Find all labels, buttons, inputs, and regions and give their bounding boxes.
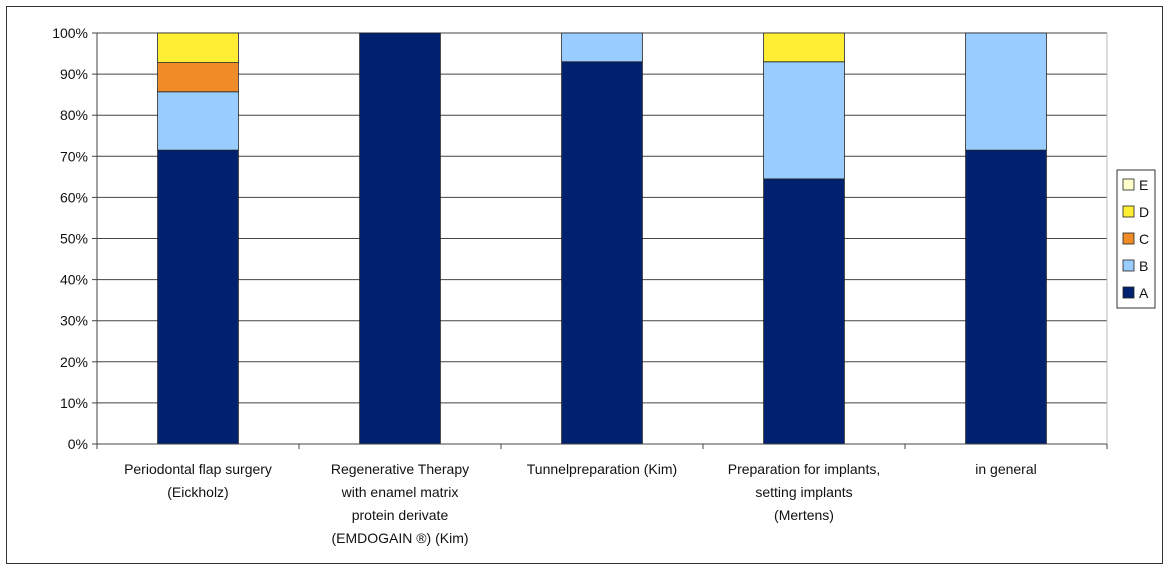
bar-segment-a [359, 32, 441, 445]
y-tick-label: 0% [68, 436, 88, 452]
y-tick-label: 60% [60, 189, 88, 205]
y-tick-label: 70% [60, 148, 88, 164]
y-tick-label: 80% [60, 107, 88, 123]
bars [157, 32, 1047, 445]
legend-label-d: D [1139, 204, 1149, 220]
bar-segment-a [965, 149, 1047, 445]
bar-segment-a [763, 178, 845, 445]
legend-label-a: A [1139, 285, 1149, 301]
stacked-bar-chart: 0% 10% 20% 30% 40% 50% 60% 70% 80% 90% 100% Period… [52, 25, 1156, 546]
y-tick-label: 50% [60, 231, 88, 247]
legend-swatch-a [1122, 286, 1135, 299]
bar-segment-a [561, 61, 643, 445]
axes [96, 33, 1108, 449]
bar-segment-d [763, 32, 845, 63]
bar-segment-b [561, 32, 643, 63]
legend-label-c: C [1139, 231, 1149, 247]
legend-label-e: E [1139, 177, 1148, 193]
y-tick-label: 40% [60, 272, 88, 288]
y-tick-label: 100% [52, 25, 88, 41]
bar-segment-a [157, 149, 239, 445]
chart-frame: 0% 10% 20% 30% 40% 50% 60% 70% 80% 90% 100% Period… [6, 6, 1163, 564]
y-tick-label: 30% [60, 313, 88, 329]
x-category-label: Periodontal flap surgery (Eickholz) [124, 461, 272, 500]
y-tick-label: 90% [60, 66, 88, 82]
y-tick-label: 10% [60, 395, 88, 411]
x-axis-labels: Periodontal flap surgery (Eickholz) Regene… [124, 461, 1037, 546]
y-axis-ticks: 0% 10% 20% 30% 40% 50% 60% 70% 80% 90% 100% [52, 25, 97, 452]
bar-segment-b [965, 32, 1047, 151]
y-tick-label: 20% [60, 354, 88, 370]
x-category-label: Tunnelpreparation (Kim) [527, 461, 677, 477]
bar-segment-b [157, 91, 239, 151]
x-category-label: Preparation for implants, setting implant… [728, 461, 881, 523]
bar-segment-b [763, 61, 845, 180]
bar-segment-c [157, 62, 239, 93]
legend-swatch-c [1122, 232, 1135, 245]
legend-swatch-b [1122, 259, 1135, 272]
x-category-label: Regenerative Therapy with enamel matrix pr… [331, 461, 469, 546]
bar-segment-d [157, 32, 239, 63]
legend-swatch-e [1122, 178, 1135, 191]
legend-label-b: B [1139, 258, 1148, 274]
legend-swatch-d [1122, 205, 1135, 218]
x-category-label: in general [975, 461, 1037, 477]
